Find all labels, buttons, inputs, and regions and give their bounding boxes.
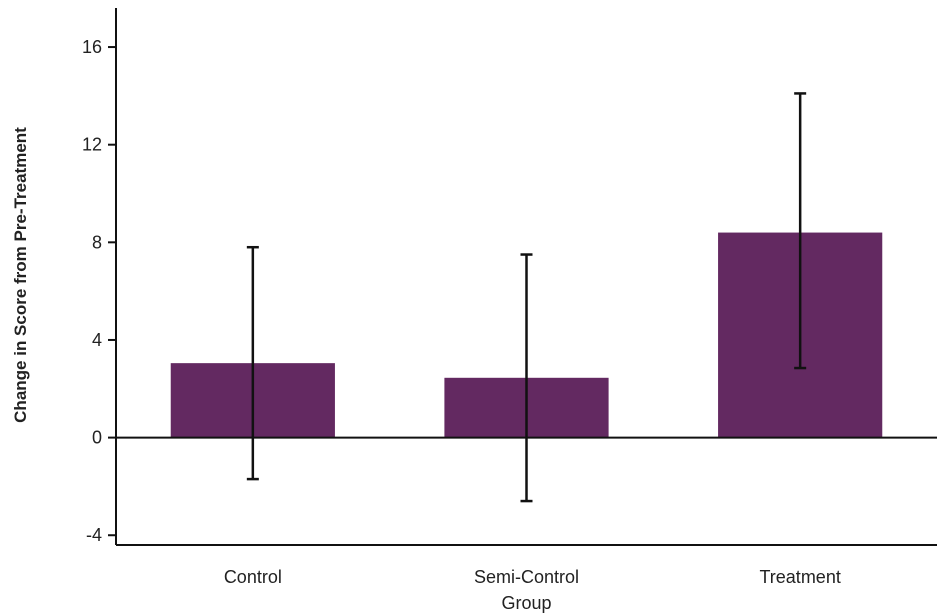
x-category-label: Semi-Control Group bbox=[474, 567, 579, 613]
x-category-label: Control bbox=[224, 567, 282, 587]
y-tick-label: 16 bbox=[82, 37, 102, 57]
y-tick-label: 8 bbox=[92, 232, 102, 252]
x-axis-categories: Control Semi-Control Group Treatment bbox=[224, 567, 841, 613]
y-tick-label: 0 bbox=[92, 428, 102, 448]
y-tick-label: 12 bbox=[82, 135, 102, 155]
x-category-label: Treatment bbox=[759, 567, 840, 587]
y-axis-title: Change in Score from Pre-Treatment bbox=[11, 127, 30, 423]
error-bars bbox=[246, 92, 807, 503]
y-axis-ticks: -4 0 4 8 12 16 bbox=[82, 37, 116, 545]
y-tick-label: 4 bbox=[92, 330, 102, 350]
y-tick-label: -4 bbox=[86, 525, 102, 545]
axes bbox=[115, 8, 937, 546]
